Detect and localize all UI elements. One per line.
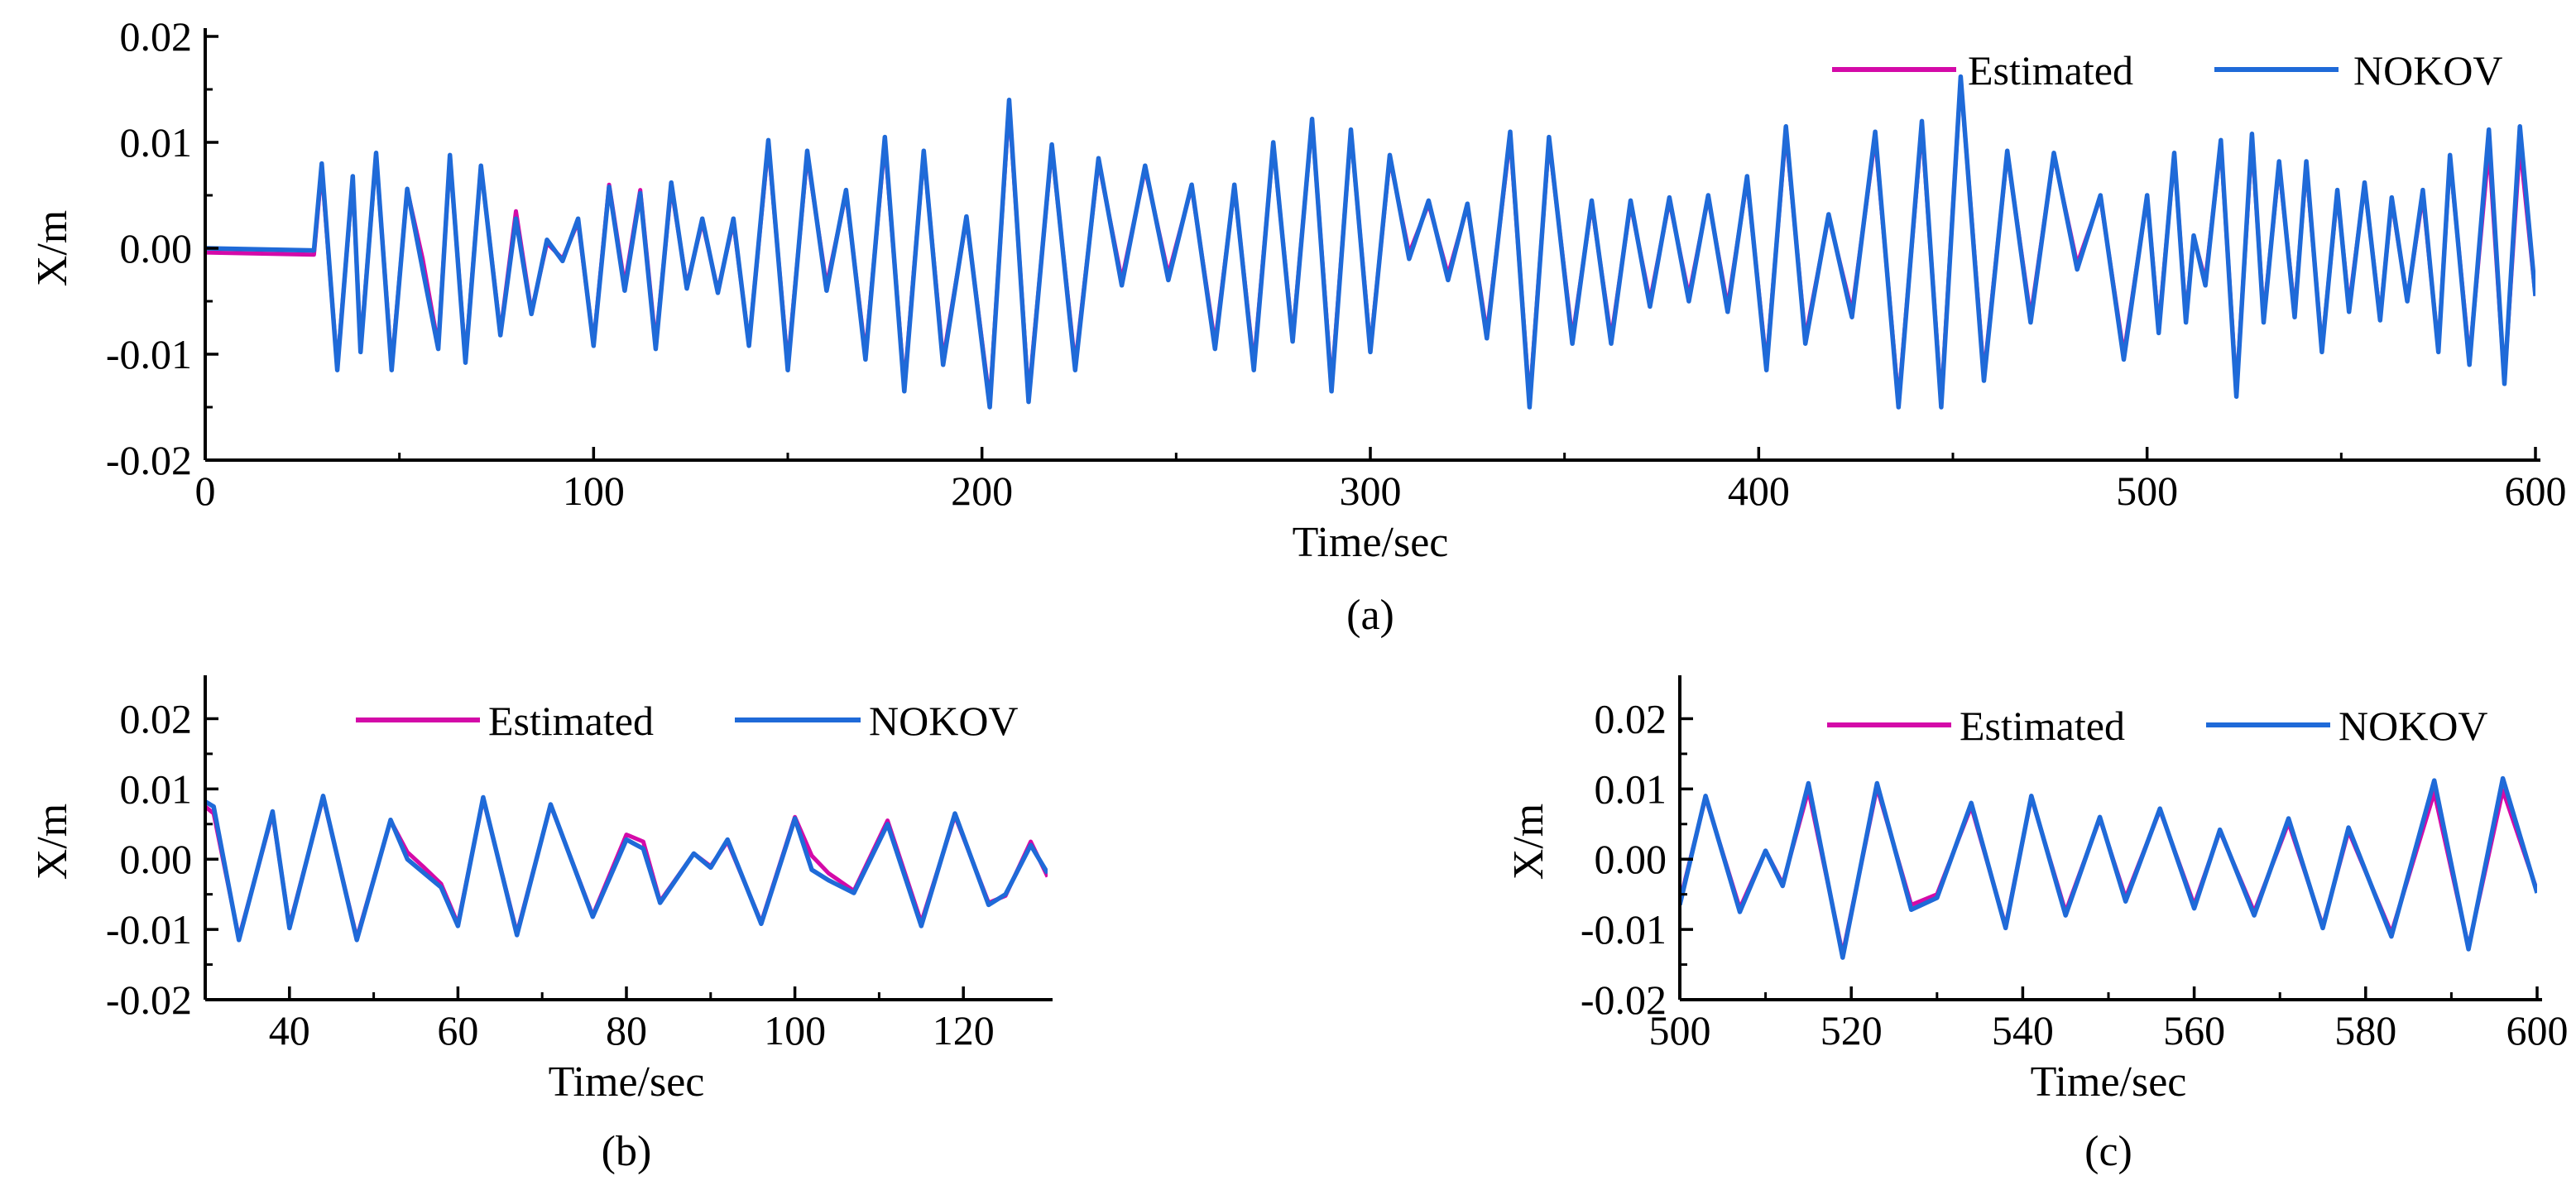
y-tick-label: 0.00 (120, 836, 193, 882)
y-tick-label: 0.00 (1595, 836, 1667, 882)
x-tick-label: 60 (437, 1007, 478, 1053)
x-tick-label: 80 (606, 1007, 647, 1053)
x-tick-label: 200 (951, 468, 1013, 514)
x-tick-label: 100 (563, 468, 625, 514)
y-tick-label: 0.01 (120, 119, 193, 166)
y-axis-title: X/m (29, 210, 76, 286)
x-axis-title: Time/sec (2031, 1058, 2187, 1106)
legend-label-nokov: NOKOV (869, 698, 1019, 744)
y-tick-label: -0.01 (106, 906, 192, 953)
y-tick-label: -0.02 (106, 437, 192, 483)
series-line-nokov (1680, 775, 2537, 960)
y-tick-label: 0.00 (120, 225, 193, 271)
x-axis-title: Time/sec (549, 1058, 705, 1106)
x-tick-label: 520 (1820, 1007, 1883, 1053)
legend: Estimated NOKOV (1832, 47, 2503, 94)
panel-label: (b) (602, 1128, 652, 1175)
x-tick-label: 0 (195, 468, 216, 514)
x-tick-label: 540 (1992, 1007, 2054, 1053)
x-tick-label: 580 (2334, 1007, 2396, 1053)
y-tick-label: 0.02 (120, 13, 193, 60)
chart-panel-a: 0 100 200 300 400 500 600 -0.02 -0.01 0.00 0.01 0.0… (29, 13, 2567, 639)
y-tick-label: -0.02 (1581, 977, 1667, 1023)
x-tick-label: 400 (1728, 468, 1790, 514)
x-tick-label: 500 (1649, 1007, 1711, 1053)
chart-panel-c: 500 520 540 560 580 600 -0.02 -0.01 0.00 0.01 0.02… (1505, 675, 2569, 1175)
y-axis-title: X/m (1505, 804, 1552, 880)
y-tick-label: -0.01 (1581, 906, 1667, 953)
x-tick-label: 560 (2163, 1007, 2225, 1053)
series-line-nokov (205, 794, 1048, 943)
series-line-nokov (205, 74, 2535, 410)
x-tick-label: 500 (2116, 468, 2178, 514)
x-tick-label: 100 (764, 1007, 826, 1053)
legend-label-estimated: Estimated (488, 698, 654, 744)
y-tick-label: -0.01 (106, 331, 192, 377)
legend-label-nokov: NOKOV (2339, 703, 2488, 749)
y-axis-title: X/m (29, 804, 76, 880)
x-tick-label: 40 (269, 1007, 310, 1053)
legend-label-estimated: Estimated (1960, 703, 2125, 749)
chart-panel-b: 40 60 80 100 120 -0.02 -0.01 0.00 0.01 0.02 Time/s… (29, 675, 1053, 1175)
panel-label: (a) (1346, 592, 1394, 639)
legend-label-estimated: Estimated (1968, 47, 2133, 94)
y-tick-label: 0.02 (120, 695, 193, 741)
y-tick-label: -0.02 (106, 977, 192, 1023)
y-tick-label: 0.01 (1595, 765, 1667, 812)
y-tick-label: 0.02 (1595, 695, 1667, 741)
x-tick-label: 600 (2506, 1007, 2569, 1053)
panel-label: (c) (2084, 1128, 2132, 1175)
series-line-estimated (205, 795, 1048, 940)
legend: Estimated NOKOV (356, 698, 1019, 744)
legend: Estimated NOKOV (1827, 703, 2488, 749)
x-tick-label: 300 (1340, 468, 1402, 514)
x-axis-title: Time/sec (1293, 519, 1449, 566)
x-tick-label: 120 (933, 1007, 995, 1053)
legend-label-nokov: NOKOV (2353, 47, 2503, 94)
y-tick-label: 0.01 (120, 765, 193, 812)
x-tick-label: 600 (2505, 468, 2567, 514)
